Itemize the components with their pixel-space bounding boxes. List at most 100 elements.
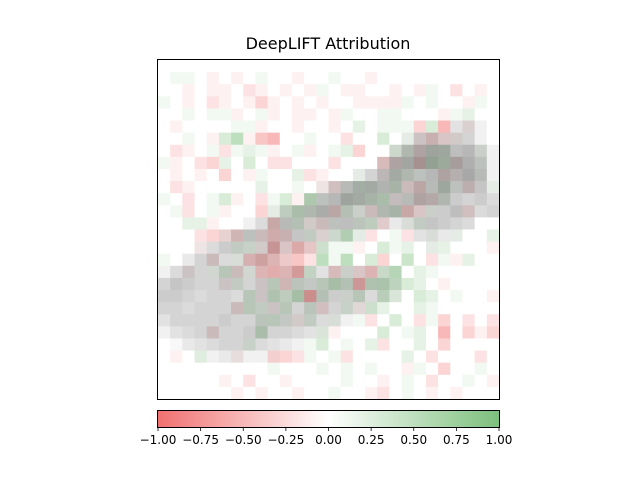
heatmap-cell: [194, 277, 208, 291]
heatmap-cell: [158, 84, 171, 97]
heatmap-cell: [194, 302, 208, 315]
heatmap-cell: [389, 144, 403, 158]
heatmap-cell: [182, 168, 196, 182]
heatmap-cell: [365, 108, 378, 122]
heatmap-cell: [413, 302, 427, 315]
heatmap-cell: [486, 277, 500, 291]
heatmap-cell: [218, 217, 232, 230]
heatmap-cell: [255, 60, 269, 73]
heatmap-cell: [413, 168, 427, 182]
heatmap-cell: [194, 72, 208, 85]
heatmap-cell: [279, 72, 293, 85]
heatmap-cell: [170, 132, 183, 146]
heatmap-cell: [389, 181, 403, 194]
heatmap-cell: [158, 120, 171, 134]
heatmap-cell: [352, 108, 366, 122]
heatmap-cell: [206, 72, 220, 85]
heatmap-cell: [170, 302, 183, 315]
heatmap-cell: [365, 374, 378, 388]
heatmap-cell: [377, 96, 390, 109]
heatmap-cell: [231, 241, 244, 255]
heatmap-cell: [304, 314, 317, 327]
heatmap-cell: [304, 338, 317, 352]
heatmap-cell: [474, 253, 488, 267]
heatmap-cell: [255, 144, 269, 158]
colorbar-tick-label: −0.75: [182, 433, 219, 447]
heatmap-cell: [462, 205, 476, 218]
heatmap-cell: [316, 84, 329, 97]
heatmap-cell: [401, 205, 415, 218]
heatmap-cell: [474, 120, 488, 134]
heatmap-cell: [401, 84, 415, 97]
heatmap-cell: [328, 205, 342, 218]
heatmap-cell: [401, 314, 415, 327]
heatmap-cell: [231, 96, 244, 109]
heatmap-cell: [158, 326, 171, 339]
heatmap-cell: [365, 338, 378, 352]
heatmap-cell: [474, 168, 488, 182]
heatmap-cell: [340, 72, 354, 85]
heatmap-cell: [389, 120, 403, 134]
heatmap-cell: [194, 156, 208, 170]
heatmap-cell: [328, 181, 342, 194]
heatmap-cell: [462, 314, 476, 327]
heatmap-cell: [340, 362, 354, 376]
heatmap-cell: [462, 290, 476, 303]
heatmap-cell: [170, 156, 183, 170]
heatmap-cell: [231, 326, 244, 339]
heatmap-cell: [182, 265, 196, 279]
heatmap-cell: [328, 144, 342, 158]
heatmap-cell: [170, 217, 183, 230]
heatmap-cell: [474, 205, 488, 218]
heatmap-cell: [389, 72, 403, 85]
heatmap-cell: [474, 144, 488, 158]
heatmap-cell: [474, 229, 488, 243]
heatmap-cell: [474, 314, 488, 327]
heatmap-cell: [279, 193, 293, 206]
heatmap-cell: [438, 168, 451, 182]
heatmap-cell: [279, 84, 293, 97]
heatmap-cell: [291, 326, 305, 339]
heatmap-cell: [206, 302, 220, 315]
heatmap-cell: [158, 72, 171, 85]
heatmap-cell: [462, 156, 476, 170]
heatmap-cell: [328, 314, 342, 327]
heatmap-cell: [486, 84, 500, 97]
heatmap-cell: [304, 108, 317, 122]
heatmap-cell: [255, 181, 269, 194]
heatmap-cell: [413, 265, 427, 279]
heatmap-cell: [328, 253, 342, 267]
heatmap-cell: [255, 253, 269, 267]
heatmap-cell: [267, 265, 281, 279]
heatmap-cell: [352, 241, 366, 255]
heatmap-cell: [413, 386, 427, 400]
heatmap-cell: [450, 193, 463, 206]
heatmap-cell: [255, 84, 269, 97]
heatmap-cell: [267, 386, 281, 400]
heatmap-cell: [425, 362, 439, 376]
heatmap-cell: [438, 108, 451, 122]
heatmap-cell: [206, 120, 220, 134]
heatmap-cell: [304, 302, 317, 315]
heatmap-cell: [365, 362, 378, 376]
heatmap-cell: [474, 60, 488, 73]
heatmap-cell: [194, 338, 208, 352]
heatmap-cell: [365, 386, 378, 400]
heatmap-cell: [438, 277, 451, 291]
heatmap-cell: [340, 181, 354, 194]
heatmap-cell: [206, 217, 220, 230]
heatmap-cell: [206, 374, 220, 388]
heatmap-cell: [158, 277, 171, 291]
heatmap-cell: [413, 96, 427, 109]
heatmap-cell: [389, 168, 403, 182]
heatmap-cell: [486, 314, 500, 327]
heatmap-cell: [304, 60, 317, 73]
heatmap-cell: [231, 217, 244, 230]
heatmap-cell: [401, 386, 415, 400]
heatmap-cell: [206, 108, 220, 122]
heatmap-cell: [279, 217, 293, 230]
heatmap-cell: [438, 96, 451, 109]
heatmap-cell: [389, 205, 403, 218]
heatmap-cell: [389, 60, 403, 73]
heatmap-cell: [304, 265, 317, 279]
